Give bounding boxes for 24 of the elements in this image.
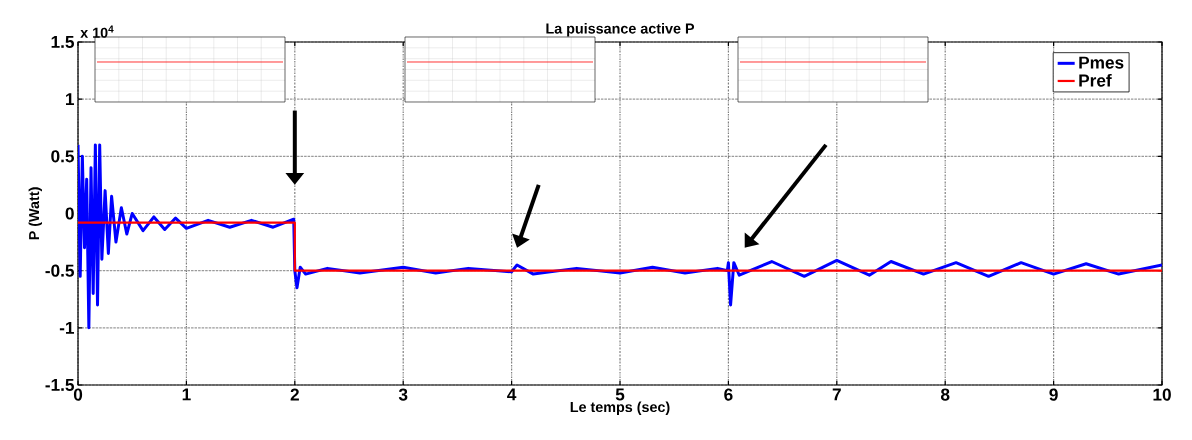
x-tick-label: 0	[73, 388, 83, 401]
x-axis-title: Le temps (sec)	[570, 401, 670, 415]
text: x 10$^{4}$	[80, 25, 114, 38]
y-tick-label: -0.5	[45, 264, 75, 277]
y-tick-label: -1.5	[45, 378, 75, 391]
x-tick-label: 7	[832, 388, 841, 401]
x-tick-label: 2	[290, 388, 299, 401]
legend-label: Pref	[1079, 73, 1112, 87]
y-tick-label: -1	[59, 321, 75, 334]
x-tick-label: 10	[1153, 388, 1171, 401]
chart-title: La puissance active P	[546, 23, 695, 37]
y-tick-label: 0.5	[51, 150, 75, 163]
y-tick-label: 1	[66, 93, 75, 106]
y-tick-label: 0	[65, 207, 74, 220]
x-tick-label: 5	[615, 388, 625, 401]
x-tick-label: 6	[724, 388, 733, 401]
x-tick-label: 9	[1049, 388, 1058, 401]
x-tick-label: 8	[940, 388, 950, 401]
x-tick-label: 1	[182, 388, 191, 401]
y-tick-label: 1.5	[51, 35, 75, 48]
legend-label: Pmes	[1079, 56, 1124, 69]
y-axis-title: P (Watt)	[28, 187, 42, 240]
x-tick-label: 4	[507, 388, 517, 401]
x-tick-label: 3	[398, 388, 408, 401]
